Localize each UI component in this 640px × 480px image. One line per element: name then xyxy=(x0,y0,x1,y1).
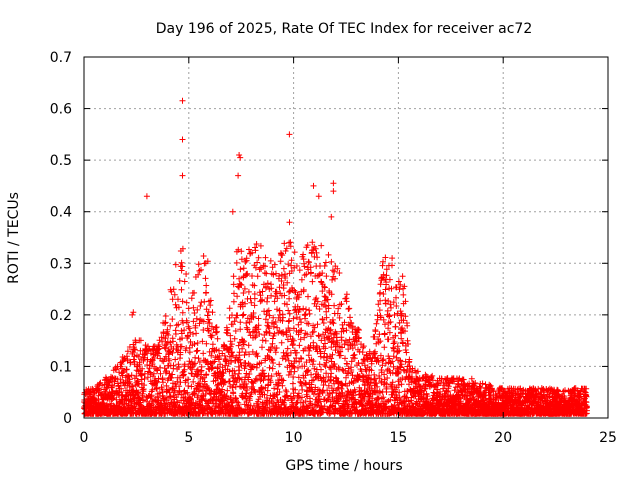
y-tick-label: 0.4 xyxy=(50,205,72,221)
x-tick-label: 5 xyxy=(184,430,193,446)
y-tick-label: 0.3 xyxy=(50,256,72,272)
chart-title: Day 196 of 2025, Rate Of TEC Index for r… xyxy=(156,21,532,37)
x-axis-label: GPS time / hours xyxy=(285,458,402,474)
x-tick-label: 15 xyxy=(389,430,407,446)
x-tick-label: 0 xyxy=(80,430,89,446)
roti-point-markers xyxy=(81,97,590,417)
x-tick-label: 25 xyxy=(599,430,617,446)
y-tick-label: 0.7 xyxy=(50,50,72,66)
axis-ticks: 0 5 10 15 20 25 0 0.1 0.2 0.3 0.4 0.5 0.6 0.7 xyxy=(50,50,617,446)
y-tick-label: 0 xyxy=(63,411,72,427)
y-tick-label: 0.5 xyxy=(50,153,72,169)
y-tick-label: 0.1 xyxy=(50,359,72,375)
y-tick-label: 0.2 xyxy=(50,308,72,324)
plot-frame xyxy=(83,56,609,419)
grid-lines xyxy=(84,57,608,418)
y-axis-label: ROTI / TECUs xyxy=(6,192,22,284)
y-tick-label: 0.6 xyxy=(50,102,72,118)
x-tick-label: 20 xyxy=(494,430,512,446)
data-points xyxy=(81,97,590,417)
x-tick-label: 10 xyxy=(285,430,303,446)
